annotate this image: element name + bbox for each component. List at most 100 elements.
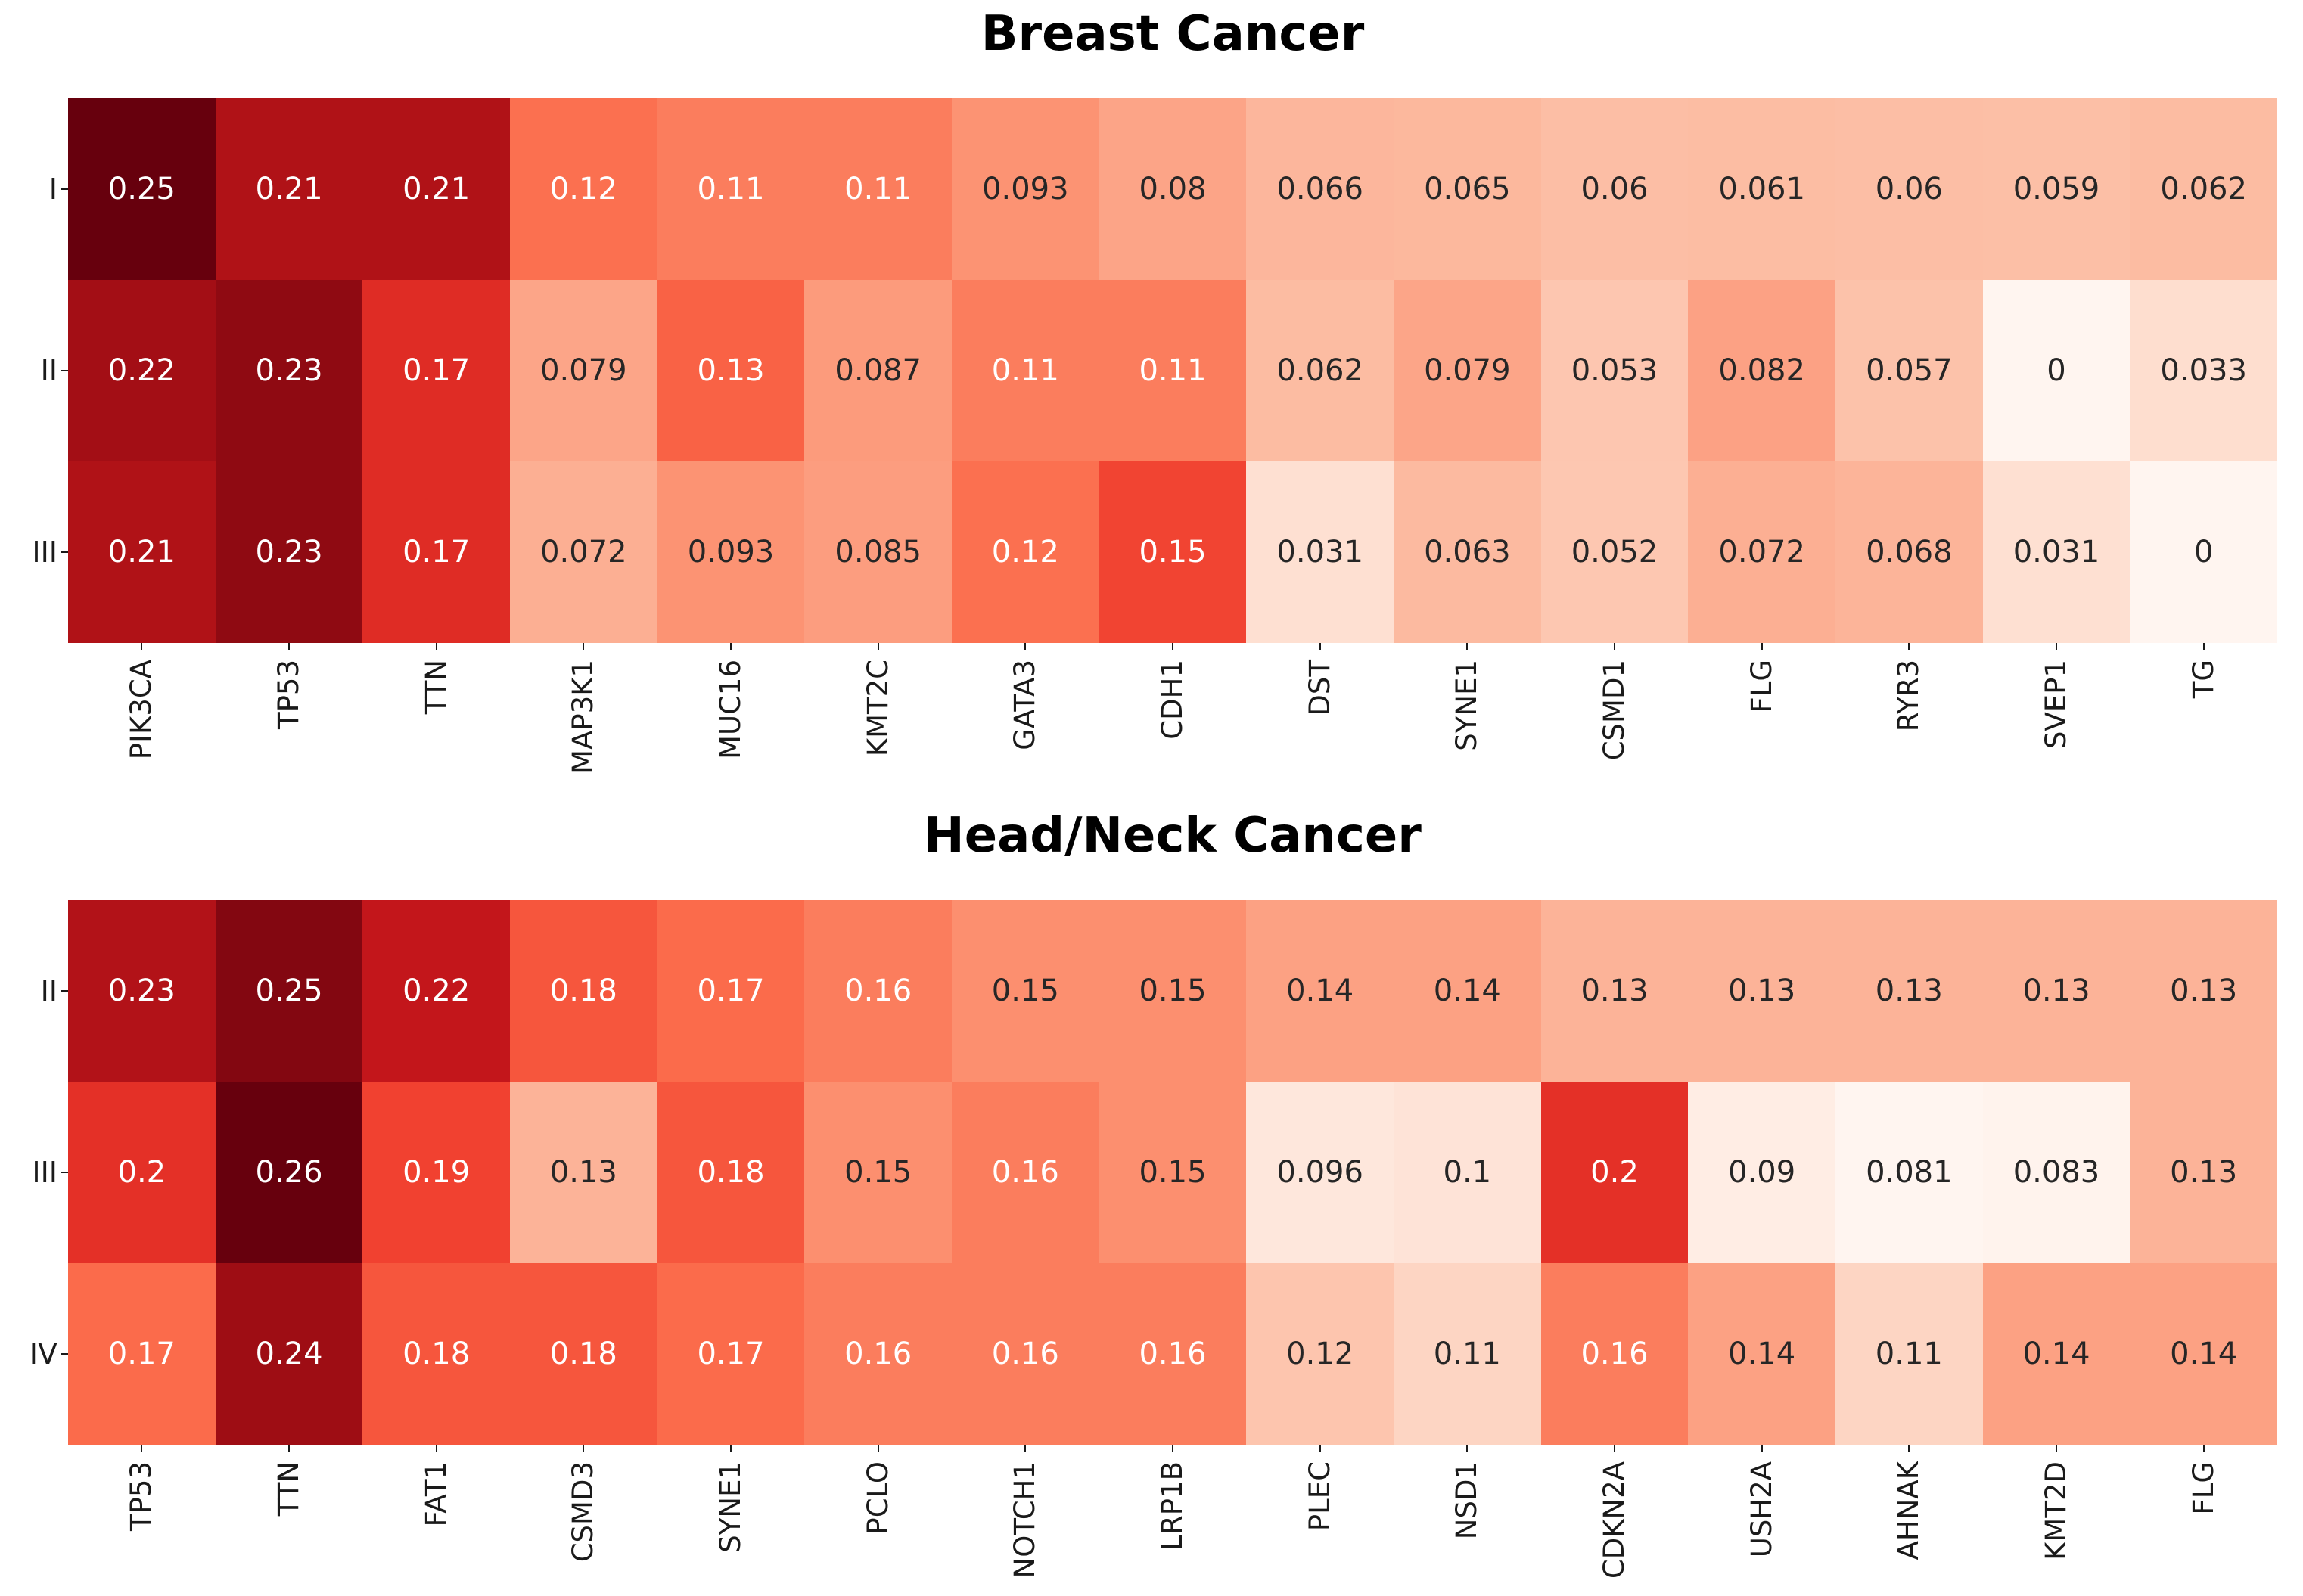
heatmap-cell: 0.062 <box>1246 280 1394 461</box>
heatmap-cell: 0.23 <box>68 900 216 1082</box>
cell-value: 0.06 <box>1875 172 1943 206</box>
heatmap-cell: 0.14 <box>1394 900 1541 1082</box>
heatmap-cell: 0.072 <box>510 461 657 643</box>
cell-value: 0.16 <box>1580 1337 1649 1371</box>
x-axis-tick <box>1172 643 1173 650</box>
column-label: USH2A <box>1745 1461 1778 1558</box>
cell-value: 0 <box>2047 353 2066 388</box>
cell-value: 0.081 <box>1866 1155 1953 1190</box>
column-label: FAT1 <box>419 1461 452 1527</box>
cell-value: 0.16 <box>844 1337 912 1371</box>
heatmap-cell: 0.25 <box>215 900 363 1082</box>
heatmap-cell: 0.21 <box>68 461 216 643</box>
heatmap-cell: 0.18 <box>657 1082 805 1263</box>
cell-value: 0.083 <box>2012 1155 2100 1190</box>
cell-value: 0.072 <box>540 535 627 570</box>
cell-value: 0.093 <box>982 172 1069 206</box>
cell-value: 0.2 <box>1590 1155 1639 1190</box>
cell-value: 0.16 <box>1139 1337 1207 1371</box>
heatmap-cell: 0.096 <box>1246 1082 1394 1263</box>
heatmap-cell: 0.17 <box>362 280 510 461</box>
column-label: CSMD1 <box>1598 660 1630 761</box>
heatmap-cell: 0.12 <box>1246 1263 1394 1445</box>
heatmap-cell: 0 <box>2130 461 2277 643</box>
cell-value: 0.11 <box>1139 353 1207 388</box>
cell-value: 0.25 <box>107 172 176 206</box>
heatmap-cell: 0.072 <box>1688 461 1835 643</box>
cell-value: 0.23 <box>255 535 323 570</box>
heatmap-cell: 0.18 <box>510 1263 657 1445</box>
cell-value: 0.06 <box>1580 172 1649 206</box>
cell-value: 0.13 <box>1728 973 1796 1008</box>
y-axis-tick <box>61 551 68 553</box>
heatmap-cell: 0.093 <box>952 98 1099 280</box>
x-axis-tick <box>2202 1445 2205 1452</box>
heatmap-cell: 0.079 <box>510 280 657 461</box>
column-label: SVEP1 <box>2040 660 2072 750</box>
column-label: GATA3 <box>1009 660 1042 750</box>
cell-value: 0.082 <box>1718 353 1805 388</box>
heatmap-cell: 0.057 <box>1835 280 1983 461</box>
cell-value: 0.18 <box>697 1155 765 1190</box>
heatmap-cell: 0.031 <box>1246 461 1394 643</box>
heatmap-cell: 0.085 <box>804 461 952 643</box>
x-axis-tick <box>1614 643 1615 650</box>
cell-value: 0.066 <box>1276 172 1363 206</box>
cell-value: 0.059 <box>2012 172 2100 206</box>
cell-value: 0.079 <box>1424 353 1511 388</box>
heatmap-cell: 0.11 <box>1835 1263 1983 1445</box>
x-axis-tick <box>583 643 585 650</box>
x-axis-tick <box>877 1445 879 1452</box>
cell-value: 0.18 <box>549 973 617 1008</box>
column-label: CSMD3 <box>567 1461 600 1563</box>
y-axis-tick <box>61 1172 68 1173</box>
cell-value: 0.18 <box>549 1337 617 1371</box>
heatmap-cell: 0.11 <box>1394 1263 1541 1445</box>
x-axis-tick <box>1761 1445 1763 1452</box>
cell-value: 0.17 <box>697 1337 765 1371</box>
heatmap-cell: 0.18 <box>362 1263 510 1445</box>
heatmap-cell: 0.14 <box>1688 1263 1835 1445</box>
column-label: TTN <box>272 1461 305 1517</box>
x-axis-tick <box>1761 643 1763 650</box>
cell-value: 0.12 <box>1286 1337 1354 1371</box>
cell-value: 0.08 <box>1139 172 1207 206</box>
cell-value: 0.13 <box>2170 1155 2238 1190</box>
x-axis-tick <box>141 643 143 650</box>
cell-value: 0.13 <box>1875 973 1943 1008</box>
cell-value: 0.11 <box>1433 1337 1501 1371</box>
heatmap-cell: 0.22 <box>362 900 510 1082</box>
cell-value: 0.15 <box>844 1155 912 1190</box>
cell-value: 0.21 <box>255 172 323 206</box>
heatmap-cell: 0.11 <box>952 280 1099 461</box>
heatmap-cell: 0.079 <box>1394 280 1541 461</box>
x-axis-tick <box>877 643 879 650</box>
heatmap-cell: 0.13 <box>657 280 805 461</box>
heatmap-cell: 0.033 <box>2130 280 2277 461</box>
heatmap-cell: 0.23 <box>215 280 363 461</box>
x-axis-tick <box>1024 643 1027 650</box>
cell-value: 0.11 <box>1875 1337 1943 1371</box>
cell-value: 0.065 <box>1424 172 1511 206</box>
cell-value: 0.033 <box>2160 353 2247 388</box>
x-axis-tick <box>1908 1445 1910 1452</box>
x-axis-tick <box>1172 1445 1173 1452</box>
column-label: KMT2C <box>861 660 894 757</box>
heatmap-cell: 0.1 <box>1394 1082 1541 1263</box>
heatmap-cell: 0.23 <box>215 461 363 643</box>
cell-value: 0.22 <box>107 353 176 388</box>
heatmap-cell: 0.12 <box>510 98 657 280</box>
heatmap-cell: 0.15 <box>1099 461 1247 643</box>
heatmap-cell: 0.062 <box>2130 98 2277 280</box>
column-label: NSD1 <box>1450 1461 1484 1540</box>
cell-value: 0.17 <box>402 535 471 570</box>
heatmap-cell: 0.093 <box>657 461 805 643</box>
column-label: KMT2D <box>2040 1461 2072 1560</box>
heatmap-cell: 0 <box>1982 280 2131 461</box>
heatmap-cell: 0.08 <box>1099 98 1247 280</box>
cell-value: 0.068 <box>1866 535 1953 570</box>
heatmap-cell: 0.068 <box>1835 461 1983 643</box>
column-label: AHNAK <box>1892 1461 1925 1560</box>
heatmap-cell: 0.063 <box>1394 461 1541 643</box>
